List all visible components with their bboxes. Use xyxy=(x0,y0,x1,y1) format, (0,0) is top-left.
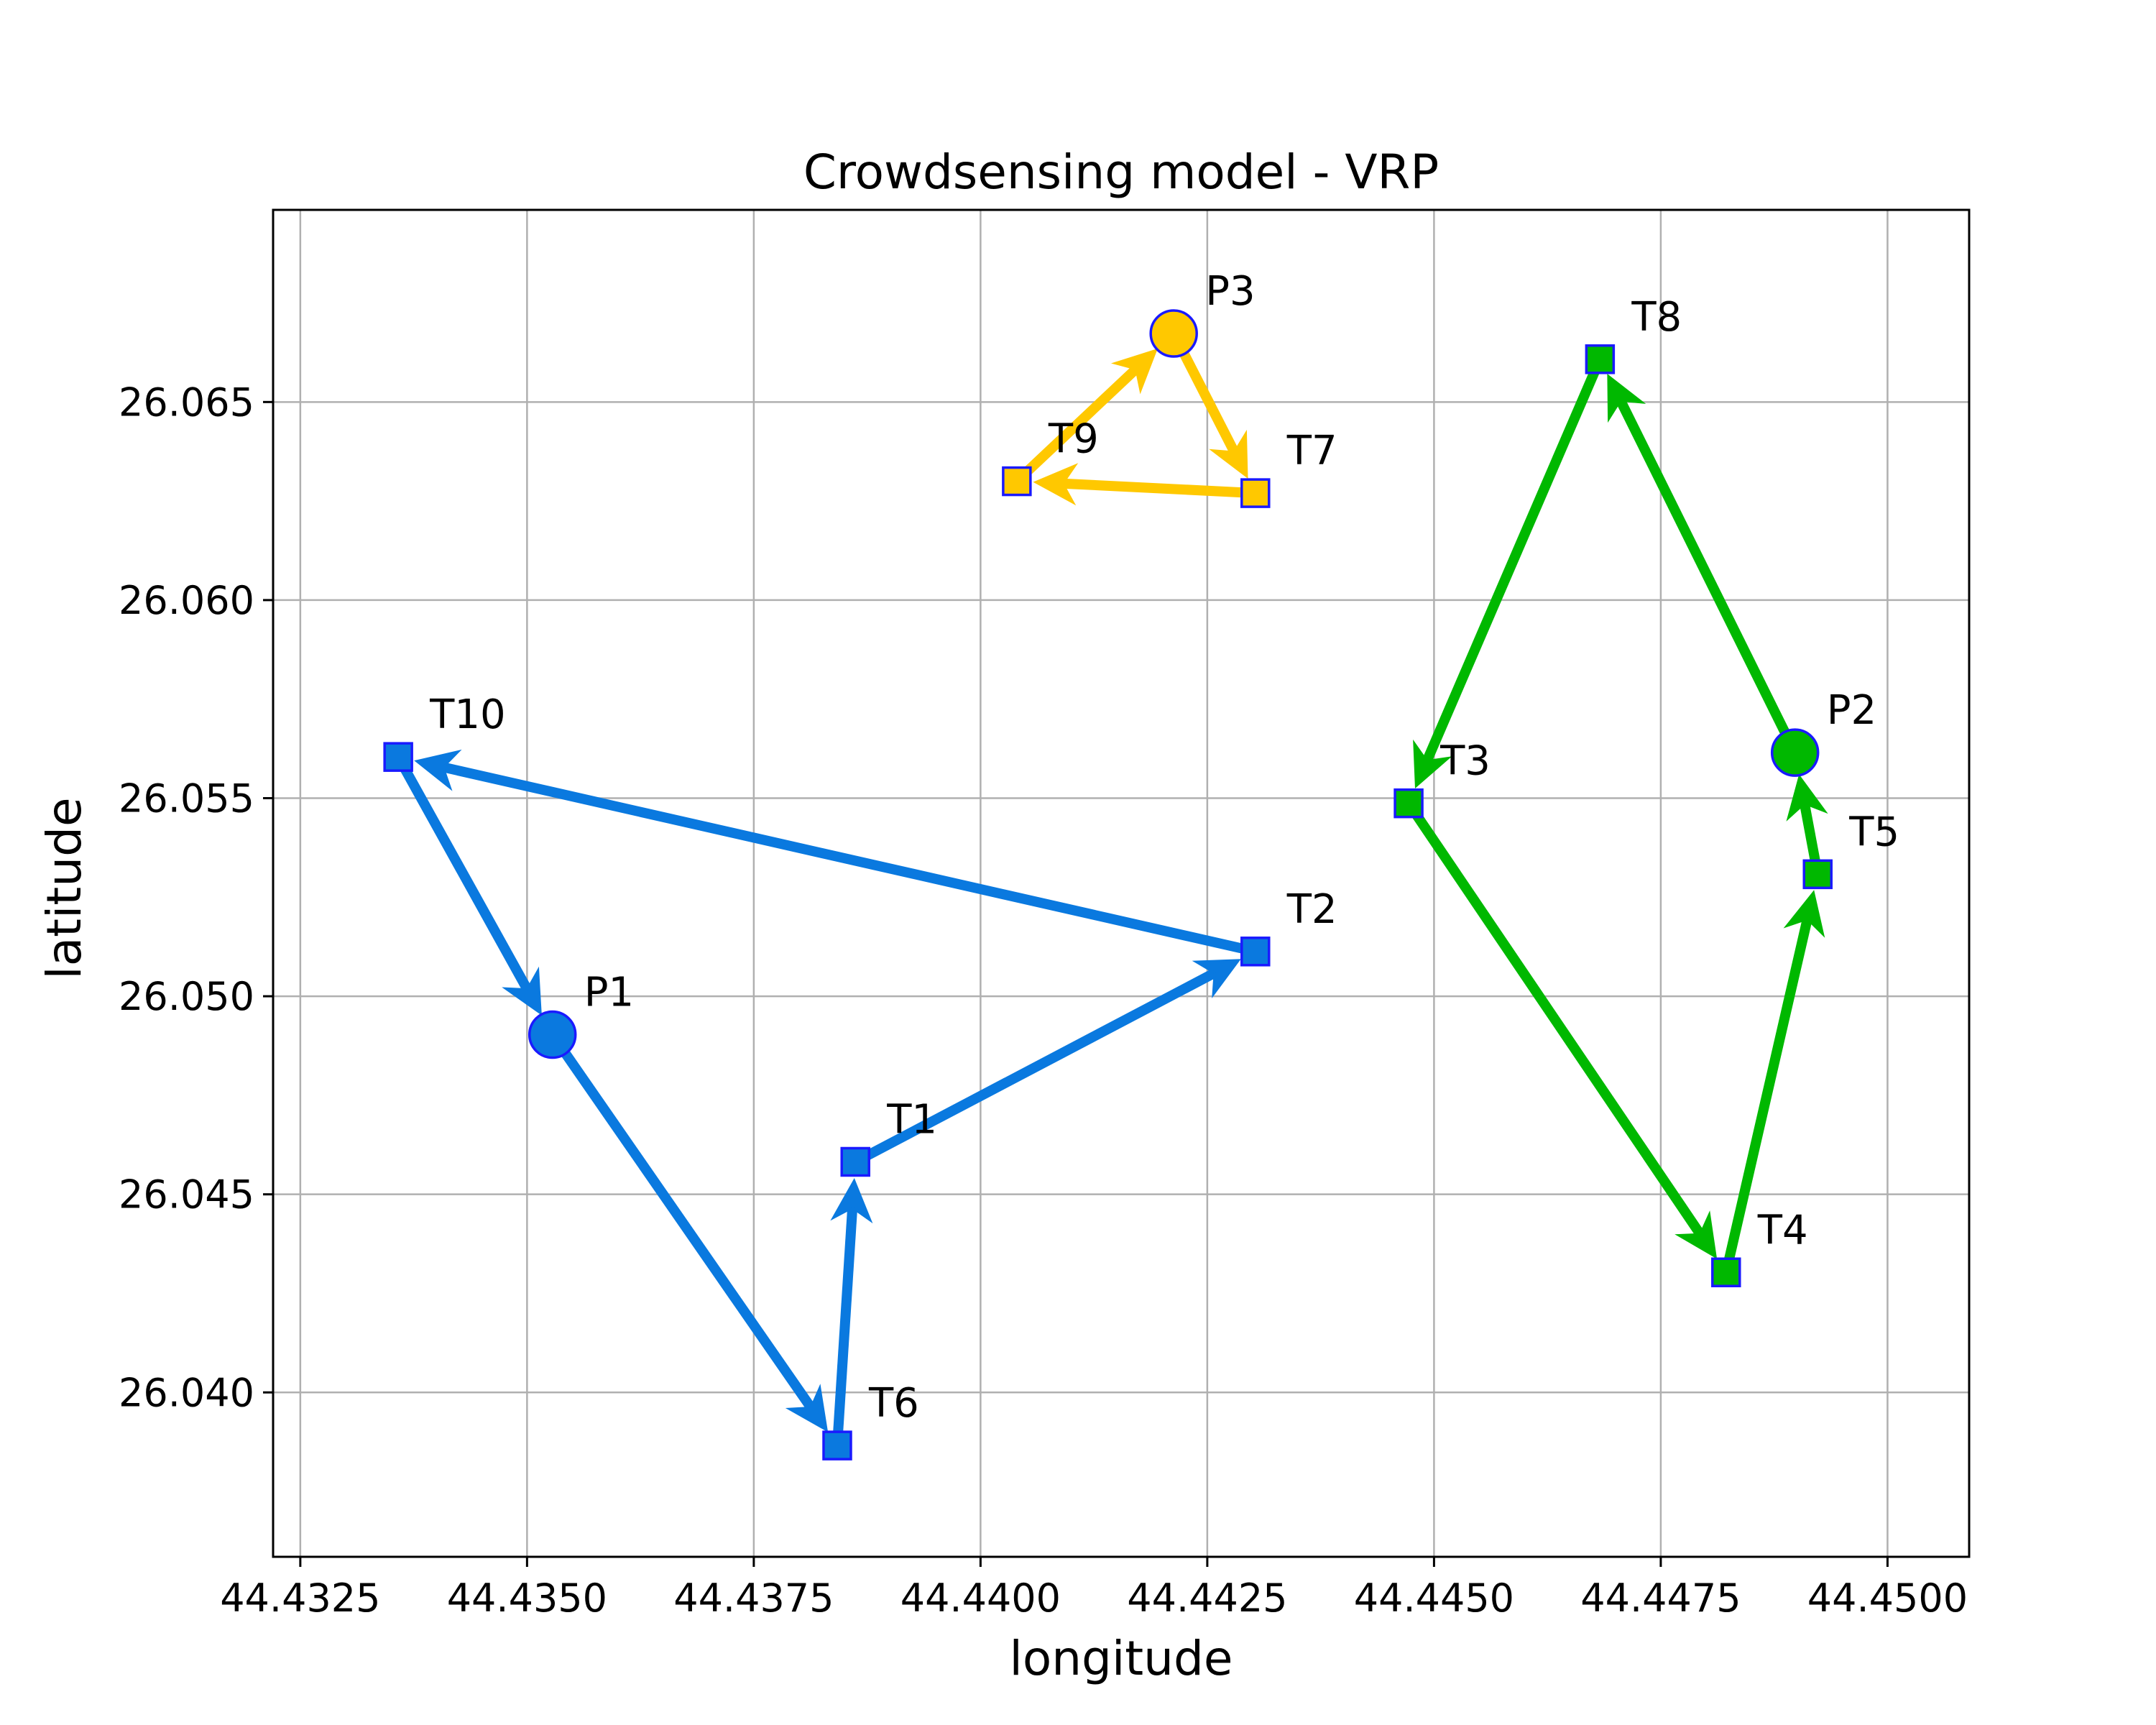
task-marker-t3 xyxy=(1393,788,1424,819)
depot-marker-p1 xyxy=(528,1010,577,1059)
x-tick-label: 44.4500 xyxy=(1807,1576,1968,1621)
route-segment xyxy=(852,968,1217,1167)
route-arrowhead xyxy=(1786,774,1828,822)
point-label-p3: P3 xyxy=(1205,268,1255,315)
route-arrowhead xyxy=(785,1384,829,1432)
task-marker-t6 xyxy=(822,1430,852,1460)
x-tick-label: 44.4325 xyxy=(220,1576,380,1621)
x-tick-label: 44.4375 xyxy=(673,1576,834,1621)
task-marker-t2 xyxy=(1240,937,1271,967)
depot-marker-p2 xyxy=(1770,728,1820,777)
route-arrowhead xyxy=(502,966,542,1016)
point-label-t3: T3 xyxy=(1439,738,1491,785)
point-label-p2: P2 xyxy=(1827,687,1876,734)
routes xyxy=(394,331,1828,1446)
task-marker-t8 xyxy=(1585,344,1616,374)
route-arrowhead xyxy=(1209,429,1248,479)
task-marker-t9 xyxy=(1002,466,1032,497)
y-tick-label: 26.055 xyxy=(119,776,254,821)
point-label-t8: T8 xyxy=(1631,294,1682,341)
route-segment xyxy=(1720,918,1812,1274)
task-marker-t5 xyxy=(1802,859,1833,890)
x-axis-ticks: 44.4325 44.4350 44.4375 44.4400 44.4425 44.44… xyxy=(220,1557,1968,1621)
x-axis-label: longitude xyxy=(1010,1631,1233,1686)
point-label-t10: T10 xyxy=(429,691,505,738)
point-label-t1: T1 xyxy=(886,1096,937,1143)
x-tick-label: 44.4475 xyxy=(1580,1576,1741,1621)
route-arrowhead xyxy=(830,1177,873,1224)
point-label-t7: T7 xyxy=(1286,428,1337,474)
route-segment xyxy=(548,1031,816,1411)
route-segment xyxy=(1013,365,1140,485)
route-arrowhead xyxy=(1110,348,1158,395)
point-label-p1: P1 xyxy=(584,970,634,1016)
x-tick-label: 44.4425 xyxy=(1127,1576,1287,1621)
markers xyxy=(383,309,1833,1460)
route-arrowhead xyxy=(1192,959,1241,999)
route-segment xyxy=(1422,357,1605,763)
route-segment xyxy=(394,754,532,993)
point-label-t5: T5 xyxy=(1848,809,1899,855)
depot-marker-p3 xyxy=(1149,309,1198,358)
point-labels: P1 P2 P3 T1 T2 T3 T4 T5 T6 T7 T8 T9 T10 xyxy=(429,268,1899,1427)
task-marker-t10 xyxy=(383,742,413,772)
x-tick-label: 44.4400 xyxy=(900,1576,1061,1621)
grid xyxy=(273,210,1969,1557)
y-tick-label: 26.060 xyxy=(119,578,254,623)
point-label-t2: T2 xyxy=(1286,886,1337,933)
route-segment xyxy=(831,1207,858,1446)
plot-frame xyxy=(272,208,1971,1558)
point-label-t6: T6 xyxy=(868,1380,919,1427)
point-label-t4: T4 xyxy=(1757,1207,1808,1254)
route-arrowhead xyxy=(414,749,462,791)
route-arrowhead xyxy=(1674,1210,1718,1259)
x-tick-label: 44.4350 xyxy=(447,1576,607,1621)
task-marker-t7 xyxy=(1240,478,1271,508)
y-axis-ticks: 26.040 26.045 26.050 26.055 26.060 26.065 xyxy=(119,380,273,1415)
y-tick-label: 26.040 xyxy=(119,1370,254,1415)
y-axis-label: latitude xyxy=(37,797,92,979)
point-label-t9: T9 xyxy=(1048,416,1099,463)
task-marker-t4 xyxy=(1711,1257,1741,1288)
task-marker-t1 xyxy=(840,1146,870,1177)
route-segment xyxy=(1062,478,1256,499)
route-segment xyxy=(442,762,1257,957)
y-tick-label: 26.050 xyxy=(119,974,254,1019)
route-segment xyxy=(1404,800,1705,1238)
y-tick-label: 26.065 xyxy=(119,380,254,425)
y-tick-label: 26.045 xyxy=(119,1172,254,1218)
route-arrowhead xyxy=(1413,739,1452,788)
chart-title: Crowdsensing model - VRP xyxy=(803,144,1439,200)
x-tick-label: 44.4450 xyxy=(1354,1576,1514,1621)
route-arrowhead xyxy=(1033,463,1079,506)
route-arrowhead xyxy=(1783,890,1825,938)
route-segment xyxy=(1616,398,1800,755)
route-arrowhead xyxy=(1607,373,1646,423)
